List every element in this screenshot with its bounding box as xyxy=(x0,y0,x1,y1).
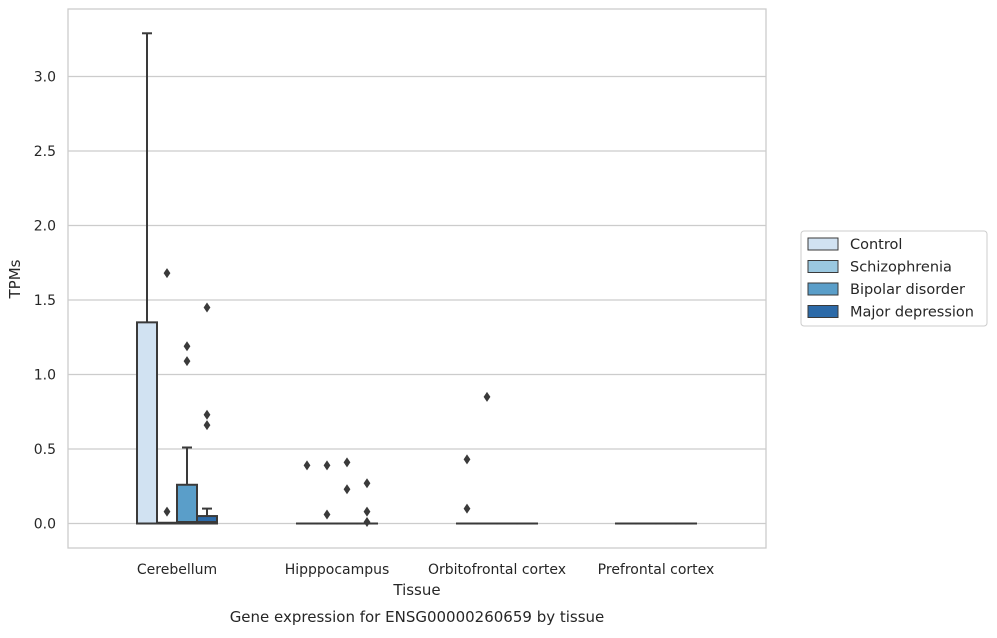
y-tick-label: 1.0 xyxy=(34,368,56,384)
legend-swatch xyxy=(808,283,838,295)
legend: Control Schizophrenia Bipolar disorder Majo… xyxy=(801,231,987,326)
outlier-point xyxy=(364,478,371,488)
outlier-point xyxy=(164,268,171,278)
box-group xyxy=(197,302,217,523)
outlier-point xyxy=(344,484,351,494)
box-group xyxy=(457,454,477,523)
x-tick-label: Hipppocampus xyxy=(285,562,390,578)
legend-label: Control xyxy=(850,237,902,253)
box xyxy=(137,322,157,523)
outlier-point xyxy=(304,460,311,470)
box-group xyxy=(477,392,497,524)
outlier-point xyxy=(184,341,191,351)
box-group xyxy=(317,460,337,523)
outlier-point xyxy=(204,302,211,312)
box-group xyxy=(137,33,157,523)
outlier-point xyxy=(324,460,331,470)
box-group xyxy=(357,478,377,527)
x-axis-ticks: Cerebellum Hipppocampus Orbitofrontal cort… xyxy=(137,562,714,578)
outlier-point xyxy=(464,504,471,514)
outlier-point xyxy=(364,517,371,527)
x-tick-label: Cerebellum xyxy=(137,562,217,578)
outlier-point xyxy=(464,454,471,464)
plot-area-frame xyxy=(68,9,766,548)
y-axis-ticks: 0.0 0.5 1.0 1.5 2.0 2.5 3.0 xyxy=(34,70,56,533)
x-axis-label: Tissue xyxy=(392,581,440,599)
legend-label: Bipolar disorder xyxy=(850,282,965,298)
legend-swatch xyxy=(808,238,838,250)
chart-caption: Gene expression for ENSG00000260659 by t… xyxy=(230,608,605,626)
x-tick-label: Prefrontal cortex xyxy=(598,562,715,578)
y-tick-label: 0.5 xyxy=(34,442,56,458)
y-tick-label: 2.5 xyxy=(34,144,56,160)
legend-swatch xyxy=(808,306,838,318)
x-tick-label: Orbitofrontal cortex xyxy=(428,562,566,578)
box-group xyxy=(157,268,177,523)
y-axis-label: TPMs xyxy=(6,259,24,299)
legend-label: Schizophrenia xyxy=(850,260,952,276)
y-tick-label: 0.0 xyxy=(34,517,56,533)
box-group xyxy=(297,460,317,523)
y-tick-label: 3.0 xyxy=(34,70,56,86)
box-group xyxy=(177,341,197,523)
outlier-point xyxy=(344,457,351,467)
legend-label: Major depression xyxy=(850,305,974,321)
outlier-point xyxy=(164,507,171,517)
gridlines xyxy=(68,77,766,524)
outlier-point xyxy=(184,356,191,366)
box-group xyxy=(337,457,357,523)
box xyxy=(177,485,197,524)
outlier-point xyxy=(484,392,491,402)
y-tick-label: 2.0 xyxy=(34,219,56,235)
outlier-point xyxy=(204,410,211,420)
outlier-point xyxy=(204,420,211,430)
outlier-point xyxy=(324,510,331,520)
outlier-point xyxy=(364,507,371,517)
y-tick-label: 1.5 xyxy=(34,293,56,309)
legend-swatch xyxy=(808,261,838,273)
box-plot-series xyxy=(137,33,696,527)
